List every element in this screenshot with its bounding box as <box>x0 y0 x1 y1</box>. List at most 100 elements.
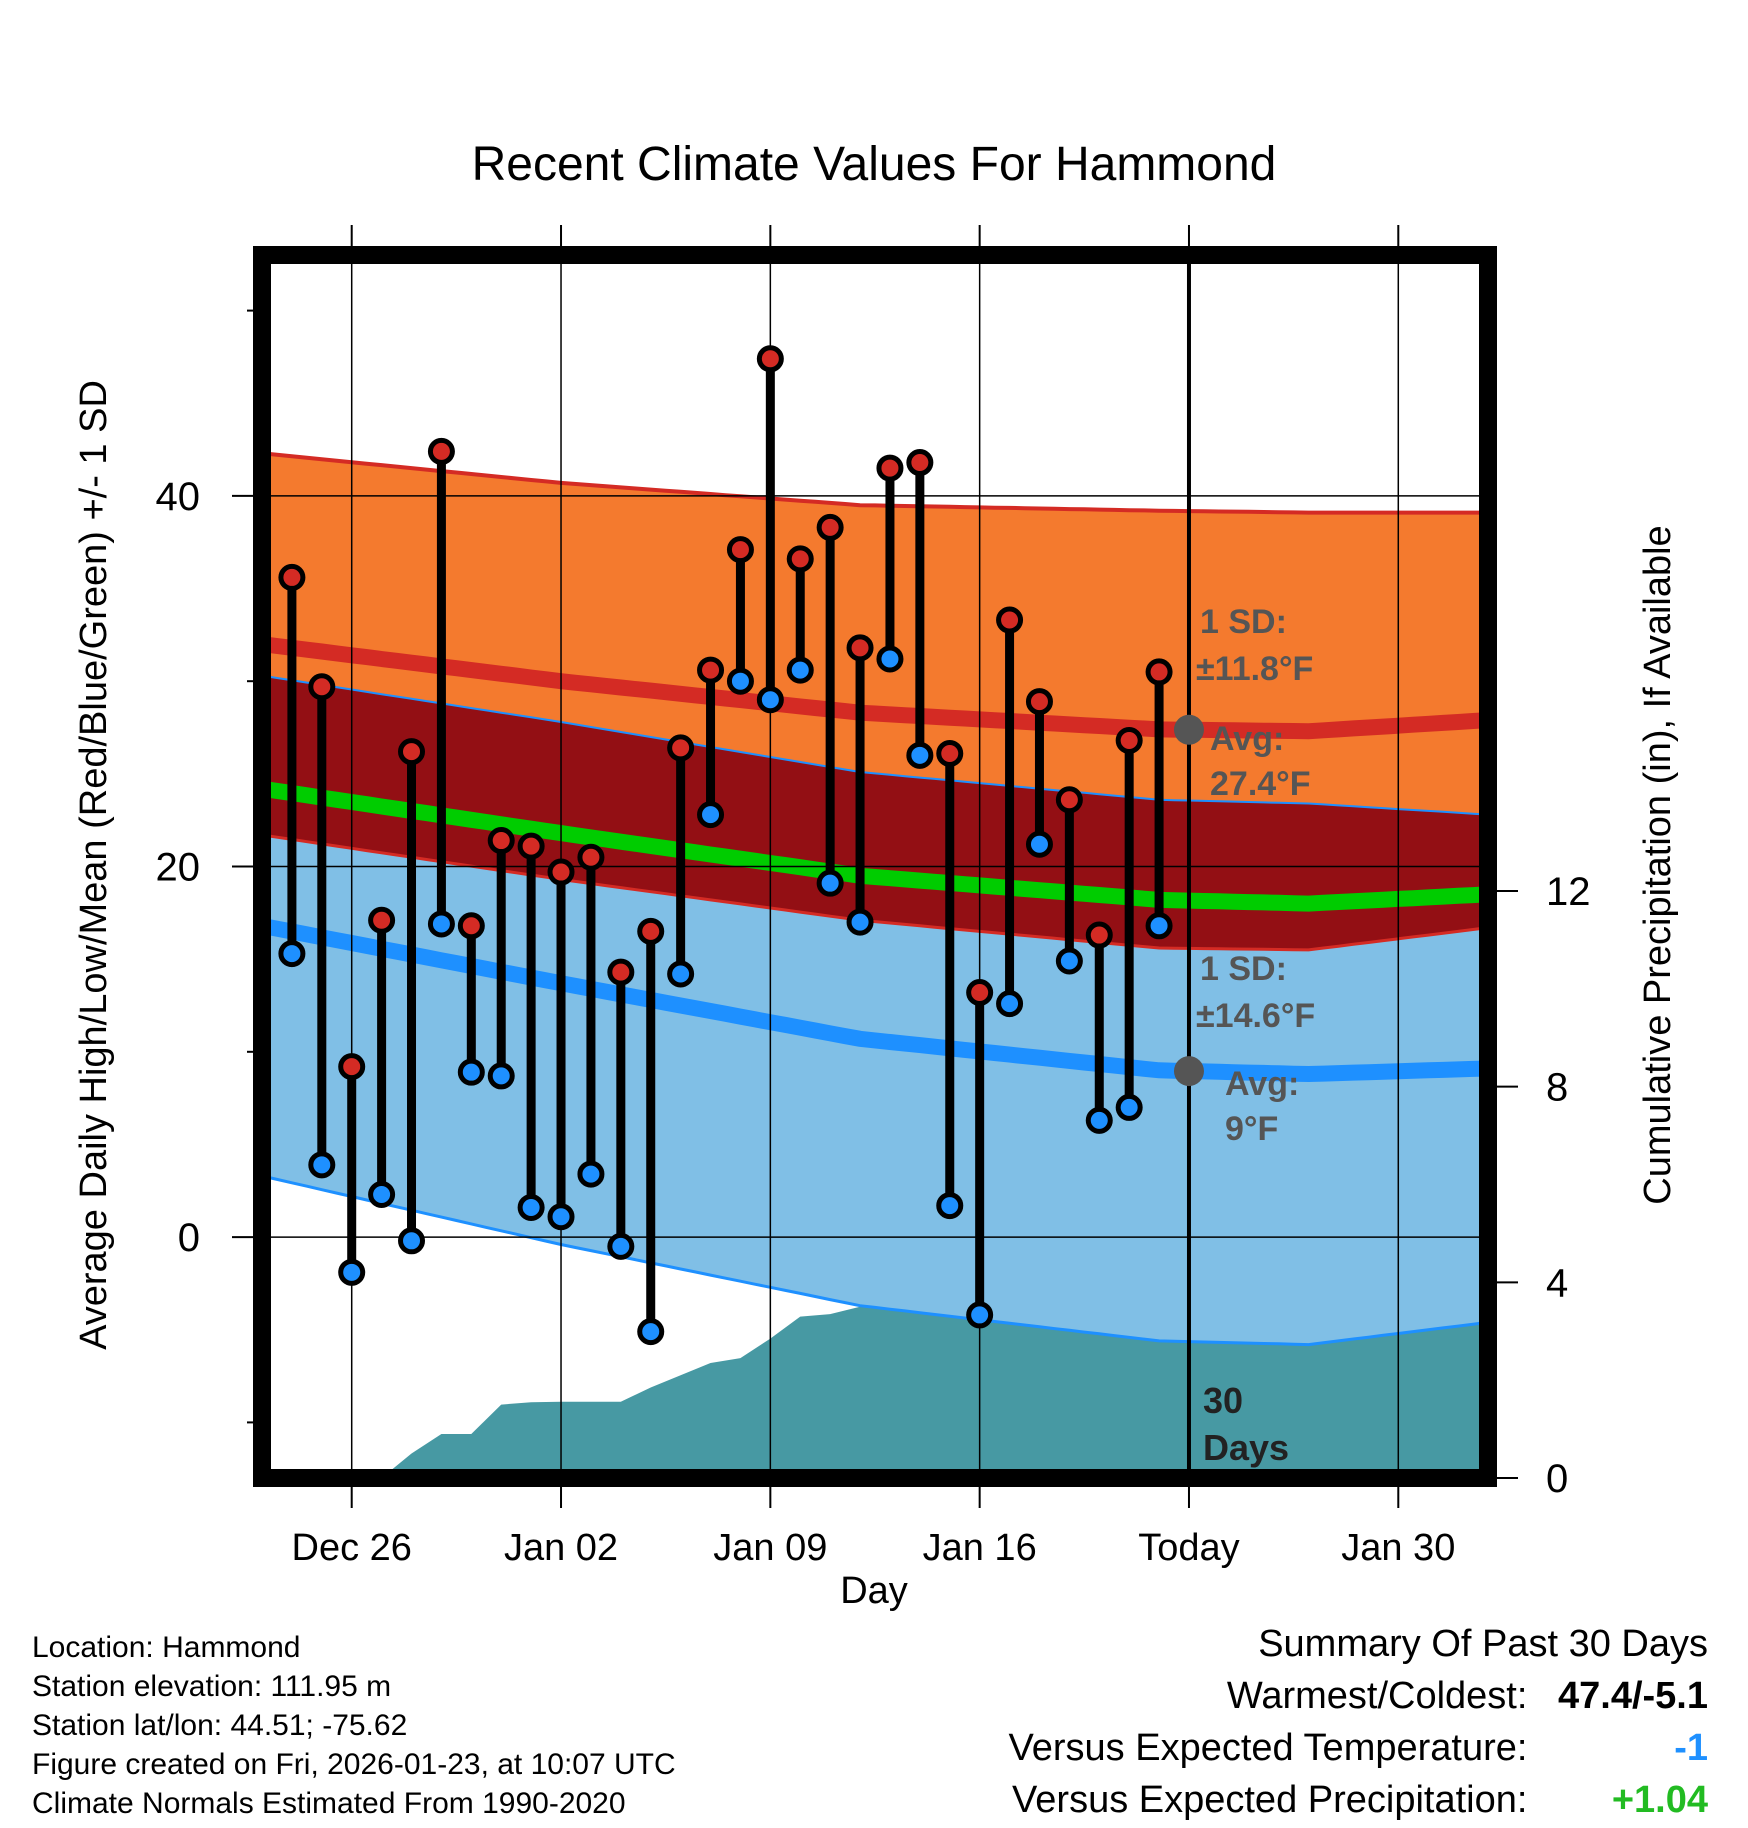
low-point-21 <box>876 645 904 673</box>
low-avg-value: 9°F <box>1225 1110 1278 1148</box>
temp-value: -1 <box>1674 1727 1708 1769</box>
x-tick-label-4: Today <box>1138 1527 1239 1569</box>
warmest-value: 47.4/-5.1 <box>1558 1675 1708 1717</box>
high-point-14 <box>667 734 695 762</box>
high-avg-label: Avg: <box>1210 720 1284 758</box>
low-sd-label: 1 SD: <box>1200 950 1287 988</box>
high-point-4 <box>368 906 396 934</box>
high-point-19 <box>816 513 844 541</box>
high-point-30 <box>1145 658 1173 686</box>
x-tick-label-5: Jan 30 <box>1341 1527 1455 1569</box>
y-tick-label-0: 0 <box>178 1216 200 1260</box>
high-point-10 <box>547 858 575 886</box>
window-count-label: 30 <box>1203 1380 1243 1421</box>
high-point-11 <box>577 843 605 871</box>
high-point-1 <box>278 563 306 591</box>
high-point-26 <box>1025 688 1053 716</box>
low-point-28 <box>1085 1106 1113 1134</box>
low-point-3 <box>338 1258 366 1286</box>
location-text: Location: Hammond <box>32 1631 301 1664</box>
high-point-22 <box>906 449 934 477</box>
high-point-16 <box>726 536 754 564</box>
high-point-13 <box>637 917 665 945</box>
high-point-15 <box>697 656 725 684</box>
low-sd-upper-line <box>262 674 1488 816</box>
low-point-7 <box>457 1058 485 1086</box>
y2-tick-label-3: 12 <box>1546 870 1591 914</box>
low-point-16 <box>726 667 754 695</box>
low-sd-value: ±14.6°F <box>1196 997 1315 1035</box>
low-point-27 <box>1055 947 1083 975</box>
y2-tick-label-2: 8 <box>1546 1066 1568 1110</box>
high-avg-value: 27.4°F <box>1210 765 1311 803</box>
elevation-text: Station elevation: 111.95 m <box>32 1670 392 1703</box>
high-point-21 <box>876 454 904 482</box>
high-sd-upper-line <box>262 451 1488 515</box>
low-point-6 <box>427 910 455 938</box>
summary-precip-row: Versus Expected Precipitation: +1.04 <box>1009 1774 1708 1826</box>
high-sd-value: ±11.8°F <box>1196 650 1313 688</box>
y2-axis-label: Cumulative Precipitation (in), If Availa… <box>1637 525 1679 1204</box>
low-point-5 <box>398 1227 426 1255</box>
low-point-2 <box>308 1151 336 1179</box>
low-point-29 <box>1115 1093 1143 1121</box>
climate-chart: Recent Climate Values For Hammond 1 SD: … <box>73 138 1679 1612</box>
x-tick-label-2: Jan 09 <box>713 1527 827 1569</box>
low-point-10 <box>547 1203 575 1231</box>
low-avg-marker <box>1173 1056 1204 1087</box>
temp-label: Versus Expected Temperature: <box>1008 1727 1528 1769</box>
high-point-27 <box>1055 786 1083 814</box>
y-tick-label-2: 40 <box>156 475 201 519</box>
high-sd-label: 1 SD: <box>1200 603 1287 641</box>
high-point-3 <box>338 1053 366 1081</box>
low-point-26 <box>1025 830 1053 858</box>
high-point-7 <box>457 912 485 940</box>
observations <box>278 345 1173 1346</box>
high-point-6 <box>427 437 455 465</box>
high-point-8 <box>487 827 515 855</box>
low-point-1 <box>278 940 306 968</box>
low-point-8 <box>487 1062 515 1090</box>
x-axis-label: Day <box>840 1570 908 1612</box>
low-avg-line <box>262 917 1488 1083</box>
low-point-20 <box>846 908 874 936</box>
high-avg-marker <box>1173 714 1204 745</box>
high-point-29 <box>1115 726 1143 754</box>
precip-label: Versus Expected Precipitation: <box>1012 1779 1528 1821</box>
created-text: Figure created on Fri, 2026-01-23, at 10… <box>32 1748 676 1781</box>
y-axis-label: Average Daily High/Low/Mean (Red/Blue/Gr… <box>73 380 115 1350</box>
low-point-4 <box>368 1180 396 1208</box>
normals-text: Climate Normals Estimated From 1990-2020 <box>32 1787 626 1820</box>
low-point-17 <box>756 686 784 714</box>
y-tick-label-1: 20 <box>156 846 201 890</box>
high-point-17 <box>756 345 784 373</box>
x-tick-label-0: Dec 26 <box>292 1527 412 1569</box>
high-sd-lower-line <box>262 833 1488 952</box>
mean-avg-line <box>262 780 1488 912</box>
precip-value: +1.04 <box>1611 1779 1708 1821</box>
high-point-28 <box>1085 921 1113 949</box>
low-point-12 <box>607 1232 635 1260</box>
overlap-band <box>262 675 1488 950</box>
low-point-19 <box>816 869 844 897</box>
low-point-9 <box>517 1193 545 1221</box>
high-point-25 <box>996 606 1024 634</box>
low-point-24 <box>966 1301 994 1329</box>
summary-panel: Summary Of Past 30 Days Warmest/Coldest:… <box>1009 1618 1708 1826</box>
low-point-18 <box>786 656 814 684</box>
summary-warmest-row: Warmest/Coldest: 47.4/-5.1 <box>1009 1670 1708 1722</box>
low-point-25 <box>996 990 1024 1018</box>
axes: Dec 26 Jan 02 Jan 09 Jan 16 Today Jan 30 0 20 40… <box>156 225 1591 1569</box>
low-point-30 <box>1145 912 1173 940</box>
summary-title: Summary Of Past 30 Days <box>1258 1623 1708 1665</box>
summary-temp-row: Versus Expected Temperature: -1 <box>1009 1722 1708 1774</box>
low-point-14 <box>667 960 695 988</box>
normal-markers <box>1173 714 1204 1087</box>
high-point-5 <box>398 738 426 766</box>
station-info: Location: Hammond Station elevation: 111… <box>32 1628 676 1823</box>
low-point-23 <box>936 1192 964 1220</box>
x-tick-label-1: Jan 02 <box>504 1527 618 1569</box>
x-tick-label-3: Jan 16 <box>923 1527 1037 1569</box>
latlon-text: Station lat/lon: 44.51; -75.62 <box>32 1709 408 1742</box>
high-point-2 <box>308 673 336 701</box>
